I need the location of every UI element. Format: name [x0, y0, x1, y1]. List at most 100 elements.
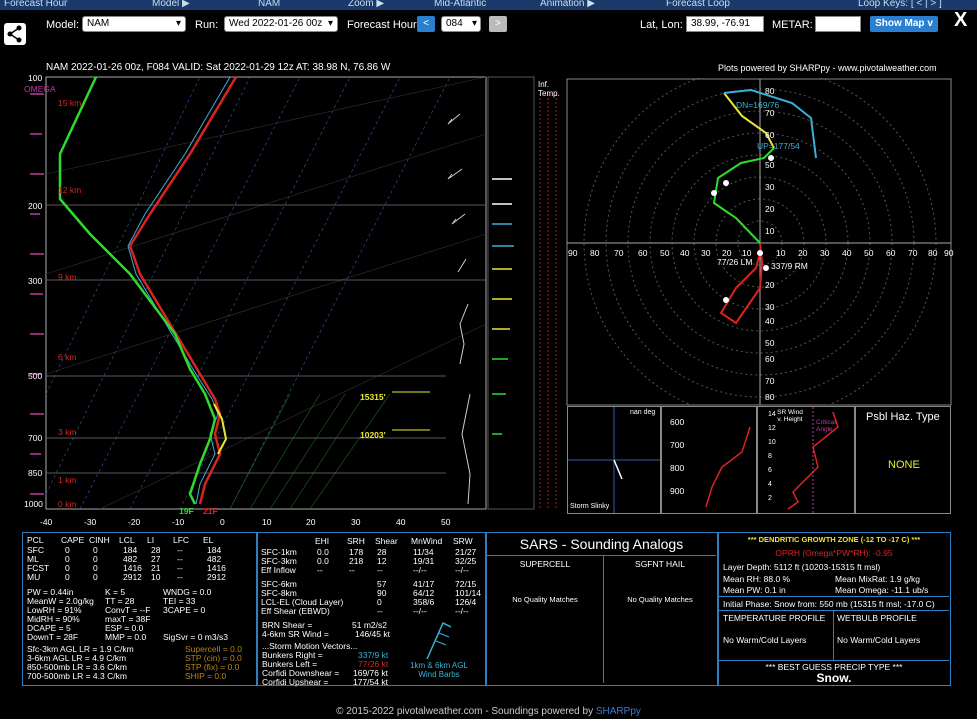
- parcel-header: CINH: [89, 535, 110, 545]
- axis-label: 50: [864, 248, 874, 258]
- lapse-rate: 850-500mb LR = 3.6 C/km: [27, 662, 127, 672]
- temp-profile-header: TEMPERATURE PROFILE: [723, 613, 826, 623]
- dgz-depth: Layer Depth: 5112 ft (10203-15315 ft msl…: [723, 562, 881, 572]
- kin-cell: 0: [377, 597, 382, 607]
- temp-label: 50: [441, 517, 451, 527]
- axis-label: 60: [886, 248, 896, 258]
- right-mover-label: 337/9 RM: [771, 261, 808, 271]
- model-select[interactable]: NAM ▾: [82, 16, 186, 32]
- h-label: 6: [768, 467, 772, 474]
- best-guess-value: Snow.: [816, 671, 852, 685]
- temp-label: -40: [40, 517, 53, 527]
- height-label: 0 km: [58, 499, 77, 509]
- index-value: ESP = 0.0: [105, 623, 144, 633]
- nav-animation[interactable]: Animation ▶: [540, 0, 595, 9]
- sr-wind-panel: SR Wind v. Height Critical Angle 14 12 1…: [757, 406, 855, 514]
- parcel-cell: MU: [27, 572, 41, 582]
- metar-input[interactable]: [815, 16, 861, 32]
- nav-forecast-loop[interactable]: Forecast Loop: [666, 0, 730, 9]
- parcel-cell: 0: [93, 554, 98, 564]
- kin-row-label: Eff Shear (EBWD): [261, 606, 330, 616]
- kin-cell: 358/6: [413, 597, 435, 607]
- parcel-cell: 482: [123, 554, 138, 564]
- kin-cell: 126/4: [455, 597, 477, 607]
- sars-title: SARS - Sounding Analogs: [519, 536, 684, 552]
- corfidi-down-label: DN=169/76: [736, 100, 780, 110]
- parcel-cell: 21: [151, 563, 161, 573]
- model-value: NAM: [87, 18, 110, 29]
- parcel-cell: 0: [93, 572, 98, 582]
- ring-label: 20: [765, 280, 775, 290]
- nav-region[interactable]: Mid-Atlantic: [434, 0, 487, 9]
- next-hour-button[interactable]: >: [489, 16, 507, 32]
- axis-label: 60: [638, 248, 648, 258]
- parcel-cell: 0: [65, 572, 70, 582]
- p-label: 900: [670, 486, 685, 496]
- kin-header: SRW: [453, 536, 473, 546]
- sharppy-link[interactable]: SHARPpy: [595, 706, 641, 717]
- brn-value: 51 m2/s2: [352, 620, 387, 630]
- index-value: 3CAPE = 0: [163, 605, 206, 615]
- nav-model[interactable]: Model ▶: [152, 0, 190, 9]
- close-button[interactable]: X: [954, 9, 968, 31]
- kin-row-label: LCL-EL (Cloud Layer): [261, 597, 344, 607]
- corfidi-down-label: Corfidi Downshear =: [262, 668, 340, 678]
- p-label: 700: [670, 440, 685, 450]
- corfidi-down-value: 169/76 kt: [353, 668, 388, 678]
- hazard-panel: Psbl Haz. Type NONE: [855, 406, 951, 514]
- latlon-input[interactable]: 38.99, -76.91: [686, 16, 764, 32]
- show-map-button[interactable]: Show Map v: [870, 16, 938, 32]
- slinky-title: Storm Slinky: [570, 503, 610, 510]
- h-label: 8: [768, 453, 772, 460]
- axis-label: 20: [798, 248, 808, 258]
- parcel-header: LI: [147, 535, 155, 545]
- kin-cell: 19/31: [413, 556, 435, 566]
- parcel-cell: ML: [27, 554, 39, 564]
- ring-label: 60: [765, 130, 775, 140]
- kin-cell: --/--: [413, 565, 427, 575]
- axis-label: 10: [742, 248, 752, 258]
- index-value: K = 5: [105, 587, 126, 597]
- parcel-header: PCL: [27, 535, 44, 545]
- parcel-cell: 0: [93, 545, 98, 555]
- sars-panel: SARS - Sounding Analogs SUPERCELL SGFNT …: [486, 532, 718, 686]
- axis-label: 40: [680, 248, 690, 258]
- nav-forecast-hour[interactable]: Forecast Hour: [4, 0, 68, 9]
- nav-nam[interactable]: NAM: [258, 0, 281, 9]
- index-value: maxT = 38F: [105, 614, 151, 624]
- srwind-title: SR Wind v. Height: [777, 409, 803, 423]
- dgz-mean-pw: Mean PW: 0.1 in: [723, 585, 786, 595]
- parcel-cell: 10: [151, 572, 161, 582]
- hodograph: [566, 78, 952, 406]
- dgz-mixrat: Mean MixRat: 1.9 g/kg: [835, 574, 921, 584]
- lapse-rate: 3-6km AGL LR = 4.9 C/km: [27, 653, 127, 663]
- best-guess-header: *** BEST GUESS PRECIP TYPE ***: [765, 662, 903, 672]
- wetbulb-profile-value: No Warm/Cold Layers: [837, 635, 921, 645]
- corfidi-up-label: Corfidi Upshear =: [262, 677, 329, 687]
- nav-zoom[interactable]: Zoom ▶: [348, 0, 385, 9]
- share-icon[interactable]: [4, 23, 26, 45]
- temp-label: 40: [396, 517, 406, 527]
- corfidi-up-label: UP=177/54: [757, 141, 800, 151]
- kin-row-label: SFC-8km: [261, 588, 297, 598]
- hour-select[interactable]: 084 ▾: [441, 16, 481, 32]
- kin-cell: 0.0: [317, 547, 329, 557]
- corfidi-up-value: 177/54 kt: [353, 677, 388, 687]
- index-value: LowRH = 91%: [27, 605, 82, 615]
- index-value: DCAPE = 5: [27, 623, 71, 633]
- height-label: 12 km: [58, 185, 82, 195]
- height-label: 3 km: [58, 427, 77, 437]
- h-label: 2: [768, 495, 772, 502]
- footer: © 2015-2022 pivotalweather.com - Soundin…: [0, 706, 977, 719]
- ring-label: 40: [765, 316, 775, 326]
- axis-label: 80: [928, 248, 938, 258]
- control-bar: Model: NAM ▾ Run: Wed 2022-01-26 00z ▾ For…: [0, 10, 977, 45]
- run-select[interactable]: Wed 2022-01-26 00z ▾: [224, 16, 338, 32]
- slinky-angle: nan deg: [630, 409, 656, 416]
- ring-label: 30: [765, 302, 775, 312]
- parcel-cell: 1416: [207, 563, 226, 573]
- prev-hour-button[interactable]: <: [417, 16, 435, 32]
- parcel-cell: 1416: [123, 563, 142, 573]
- wetbulb-profile-header: WETBULB PROFILE: [837, 613, 917, 623]
- axis-label: 20: [722, 248, 732, 258]
